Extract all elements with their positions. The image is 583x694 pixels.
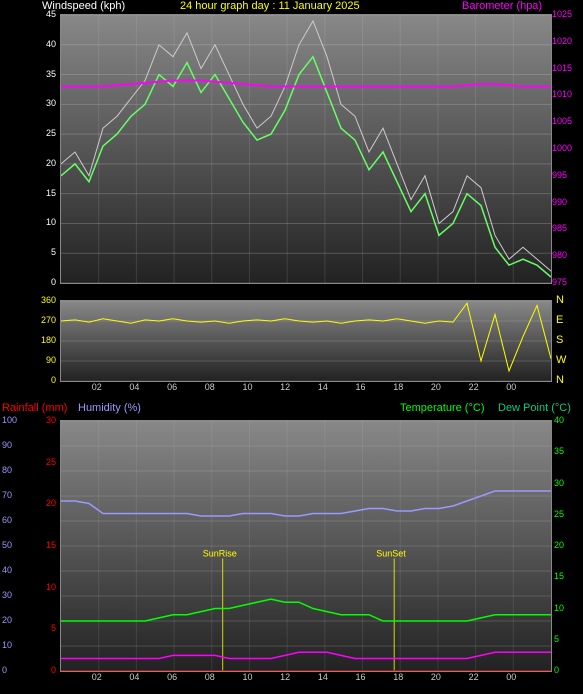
wind-y-tick: 0	[51, 277, 56, 287]
humidity-axis-title: Humidity (%)	[78, 402, 141, 414]
x-tick: 04	[129, 382, 139, 392]
hum-y-tick: 40	[2, 565, 12, 575]
compass-label: E	[556, 314, 563, 326]
rain-y-tick: 15	[46, 540, 56, 550]
wind-y-tick: 25	[46, 128, 56, 138]
compass-label: N	[556, 374, 564, 386]
x-tick: 20	[431, 672, 441, 682]
wind-y-tick: 30	[46, 98, 56, 108]
x-tick: 08	[205, 672, 215, 682]
wind-y-tick: 10	[46, 217, 56, 227]
rain-y-tick: 20	[46, 498, 56, 508]
wind-direction-panel	[60, 300, 552, 382]
x-tick: 10	[242, 672, 252, 682]
wind-barometer-panel	[60, 14, 552, 284]
dir-y-tick: 270	[41, 315, 56, 325]
x-tick: 02	[92, 672, 102, 682]
rainfall-axis-title: Rainfall (mm)	[2, 402, 67, 414]
hum-y-tick: 100	[2, 415, 17, 425]
rain-y-tick: 5	[51, 623, 56, 633]
temp-humidity-panel: SunRise SunSet	[60, 420, 552, 672]
dir-y-tick: 180	[41, 335, 56, 345]
wind-y-tick: 45	[46, 9, 56, 19]
x-tick: 22	[469, 672, 479, 682]
hum-y-tick: 70	[2, 490, 12, 500]
temp-y-tick: 30	[554, 478, 564, 488]
x-tick: 04	[129, 672, 139, 682]
compass-label: N	[556, 294, 564, 306]
x-tick: 16	[356, 382, 366, 392]
x-tick: 22	[469, 382, 479, 392]
x-tick: 00	[506, 382, 516, 392]
temp-y-tick: 40	[554, 415, 564, 425]
baro-y-tick: 1025	[552, 9, 572, 19]
temp-y-tick: 5	[554, 634, 559, 644]
wind-y-tick: 5	[51, 247, 56, 257]
rain-y-tick: 30	[46, 415, 56, 425]
temp-y-tick: 25	[554, 509, 564, 519]
dir-y-tick: 360	[41, 295, 56, 305]
hum-y-tick: 80	[2, 465, 12, 475]
x-tick: 18	[393, 382, 403, 392]
baro-y-tick: 1015	[552, 63, 572, 73]
hum-y-tick: 50	[2, 540, 12, 550]
rain-y-tick: 10	[46, 582, 56, 592]
hum-y-tick: 30	[2, 590, 12, 600]
temp-y-tick: 35	[554, 446, 564, 456]
baro-y-tick: 1005	[552, 116, 572, 126]
baro-y-tick: 1010	[552, 89, 572, 99]
baro-y-tick: 1000	[552, 143, 572, 153]
wind-y-tick: 20	[46, 158, 56, 168]
rain-y-tick: 0	[51, 665, 56, 675]
x-tick: 20	[431, 382, 441, 392]
x-tick: 02	[92, 382, 102, 392]
dewpoint-axis-title: Dew Point (°C)	[498, 402, 571, 414]
hum-y-tick: 10	[2, 640, 12, 650]
x-tick: 00	[506, 672, 516, 682]
baro-y-tick: 985	[552, 223, 567, 233]
baro-y-tick: 990	[552, 197, 567, 207]
weather-graph: Windspeed (kph) 24 hour graph day : 11 J…	[0, 0, 583, 694]
baro-y-tick: 980	[552, 250, 567, 260]
baro-y-tick: 975	[552, 277, 567, 287]
x-tick: 18	[393, 672, 403, 682]
svg-text:SunRise: SunRise	[203, 549, 237, 559]
compass-label: S	[556, 334, 563, 346]
graph-title: 24 hour graph day : 11 January 2025	[180, 0, 360, 12]
x-tick: 06	[167, 672, 177, 682]
hum-y-tick: 90	[2, 440, 12, 450]
svg-text:SunSet: SunSet	[376, 549, 406, 559]
temperature-axis-title: Temperature (°C)	[400, 402, 484, 414]
x-tick: 16	[356, 672, 366, 682]
hum-y-tick: 60	[2, 515, 12, 525]
x-tick: 12	[280, 382, 290, 392]
hum-y-tick: 0	[2, 665, 7, 675]
dir-y-tick: 0	[51, 375, 56, 385]
wind-y-tick: 15	[46, 188, 56, 198]
hum-y-tick: 20	[2, 615, 12, 625]
baro-y-tick: 995	[552, 170, 567, 180]
x-tick: 06	[167, 382, 177, 392]
dir-y-tick: 90	[46, 355, 56, 365]
wind-y-tick: 40	[46, 39, 56, 49]
x-tick: 14	[318, 672, 328, 682]
temp-y-tick: 20	[554, 540, 564, 550]
x-tick: 08	[205, 382, 215, 392]
barometer-axis-title: Barometer (hpa)	[462, 0, 542, 12]
x-tick: 10	[242, 382, 252, 392]
x-tick: 12	[280, 672, 290, 682]
rain-y-tick: 25	[46, 457, 56, 467]
temp-y-tick: 15	[554, 571, 564, 581]
wind-y-tick: 35	[46, 69, 56, 79]
temp-y-tick: 10	[554, 603, 564, 613]
temp-y-tick: 0	[554, 665, 559, 675]
compass-label: W	[556, 354, 566, 366]
baro-y-tick: 1020	[552, 36, 572, 46]
x-tick: 14	[318, 382, 328, 392]
